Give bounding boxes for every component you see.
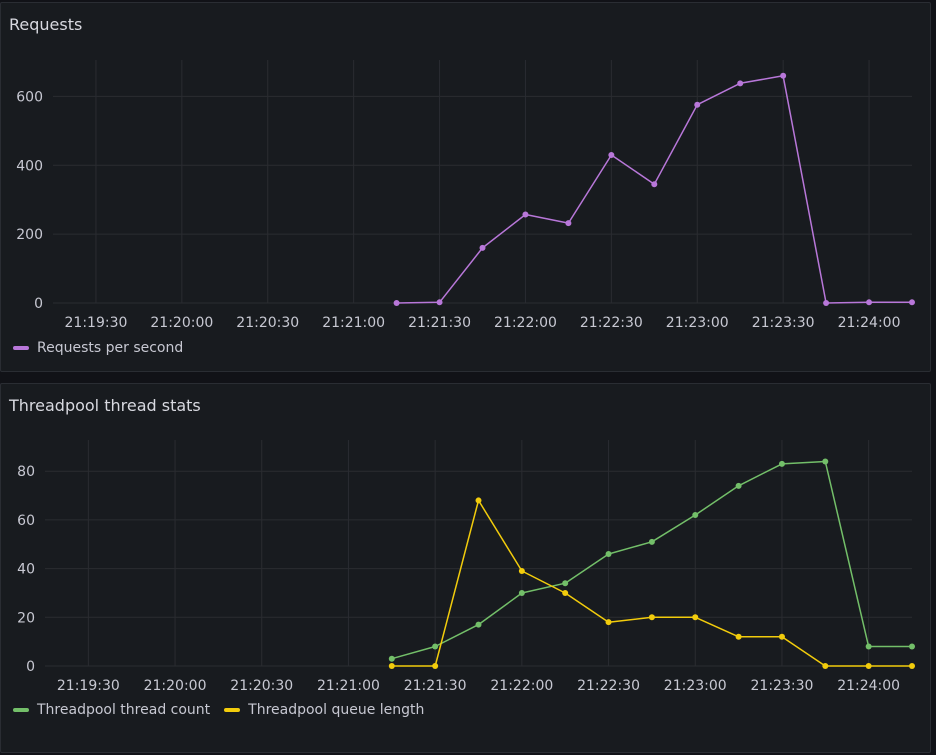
legend-swatch	[13, 708, 29, 712]
data-point[interactable]	[778, 460, 785, 467]
x-tick-label: 21:20:00	[150, 315, 213, 331]
legend-swatch	[13, 346, 29, 350]
x-tick-label: 21:23:30	[751, 678, 814, 694]
data-point[interactable]	[479, 244, 486, 251]
y-tick-label: 600	[16, 89, 43, 105]
data-point[interactable]	[909, 299, 915, 306]
data-point[interactable]	[518, 568, 525, 575]
requests-panel: Requests 0 200 400 600 21:19:30 21:20:00 21:20…	[0, 2, 931, 372]
data-point[interactable]	[562, 589, 569, 596]
data-point[interactable]	[865, 643, 872, 650]
y-tick-label: 400	[16, 158, 43, 174]
data-point[interactable]	[866, 299, 873, 306]
legend-label: Requests per second	[37, 340, 184, 356]
x-tick-label: 21:20:00	[144, 678, 207, 694]
x-tick-label: 21:19:30	[65, 315, 128, 331]
data-point[interactable]	[865, 663, 872, 669]
data-point[interactable]	[565, 220, 572, 227]
y-tick-label: 20	[17, 610, 35, 626]
data-point[interactable]	[692, 614, 699, 621]
series-line	[391, 499, 912, 667]
data-point[interactable]	[651, 181, 658, 188]
y-tick-label: 0	[34, 296, 43, 312]
panel-title[interactable]: Threadpool thread stats	[9, 396, 201, 415]
x-tick-label: 21:24:00	[838, 315, 901, 331]
series	[393, 72, 915, 306]
data-point[interactable]	[648, 614, 655, 621]
x-tick-label: 21:21:00	[317, 678, 380, 694]
data-point[interactable]	[388, 663, 395, 669]
legend-label: Threadpool thread count	[37, 702, 211, 718]
data-point[interactable]	[562, 580, 569, 587]
x-tick-label: 21:23:30	[752, 315, 815, 331]
legend-swatch	[224, 708, 241, 712]
grid	[53, 60, 912, 304]
threadpool-panel: Threadpool thread stats 0 20 40 60 80 21:19:3…	[0, 383, 931, 753]
panel-title[interactable]: Requests	[9, 15, 83, 34]
x-tick-label: 21:22:30	[580, 315, 643, 331]
data-point[interactable]	[518, 589, 525, 596]
data-point[interactable]	[605, 551, 612, 557]
data-point[interactable]	[432, 663, 439, 669]
x-tick-label: 21:21:30	[404, 678, 467, 694]
x-tick-label: 21:19:30	[57, 678, 120, 694]
series-line	[391, 460, 912, 660]
data-point[interactable]	[823, 300, 830, 306]
data-point[interactable]	[436, 299, 443, 306]
data-point[interactable]	[522, 211, 529, 218]
threadpool-chart: 0 20 40 60 80 21:19:30 21:20:00 21:20:30 21:21:0…	[17, 440, 915, 694]
x-tick-label: 21:22:00	[494, 315, 557, 331]
data-point[interactable]	[737, 80, 744, 87]
data-point[interactable]	[735, 482, 742, 489]
x-tick-label: 21:23:00	[666, 315, 729, 331]
data-point[interactable]	[694, 101, 701, 108]
series	[388, 497, 915, 669]
x-tick-label: 21:20:30	[236, 315, 299, 331]
x-tick-label: 21:23:00	[664, 678, 727, 694]
legend-label: Threadpool queue length	[248, 702, 425, 718]
y-tick-label: 40	[17, 562, 35, 578]
y-tick-label: 80	[17, 464, 35, 480]
chart-legend: Requests per second	[13, 340, 183, 356]
data-point[interactable]	[735, 633, 742, 640]
data-point[interactable]	[608, 151, 615, 158]
chart-legend: Threadpool thread count Threadpool queue …	[13, 702, 424, 718]
x-tick-label: 21:24:00	[837, 678, 900, 694]
data-point[interactable]	[780, 72, 787, 79]
data-point[interactable]	[388, 655, 395, 662]
grid	[45, 440, 912, 667]
legend-item[interactable]: Threadpool queue length	[224, 702, 424, 718]
x-tick-label: 21:22:00	[490, 678, 553, 694]
data-point[interactable]	[475, 621, 482, 628]
x-tick-label: 21:22:30	[577, 678, 640, 694]
data-point[interactable]	[822, 458, 829, 465]
series	[388, 458, 915, 662]
data-point[interactable]	[393, 300, 400, 306]
y-tick-label: 60	[17, 513, 35, 529]
legend-item[interactable]: Requests per second	[13, 340, 183, 356]
y-tick-label: 0	[26, 659, 35, 675]
data-point[interactable]	[909, 663, 915, 669]
requests-chart: 0 200 400 600 21:19:30 21:20:00 21:20:30 21:21:…	[16, 60, 915, 331]
data-point[interactable]	[432, 643, 439, 650]
x-tick-label: 21:21:30	[408, 315, 471, 331]
data-point[interactable]	[778, 633, 785, 640]
data-point[interactable]	[605, 619, 612, 626]
series-line	[396, 75, 912, 304]
legend-item[interactable]: Threadpool thread count	[13, 702, 210, 718]
data-point[interactable]	[648, 538, 655, 545]
data-point[interactable]	[692, 512, 699, 519]
data-point[interactable]	[822, 663, 829, 669]
x-tick-label: 21:20:30	[230, 678, 293, 694]
x-tick-label: 21:21:00	[322, 315, 385, 331]
data-point[interactable]	[475, 497, 482, 504]
data-point[interactable]	[909, 643, 915, 650]
y-tick-label: 200	[16, 227, 43, 243]
